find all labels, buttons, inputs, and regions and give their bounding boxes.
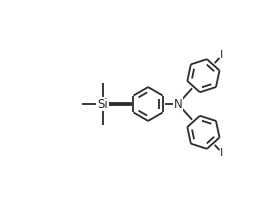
Text: I: I: [220, 148, 223, 158]
Text: Si: Si: [97, 98, 108, 110]
Text: N: N: [174, 98, 182, 110]
Text: I: I: [220, 50, 223, 60]
